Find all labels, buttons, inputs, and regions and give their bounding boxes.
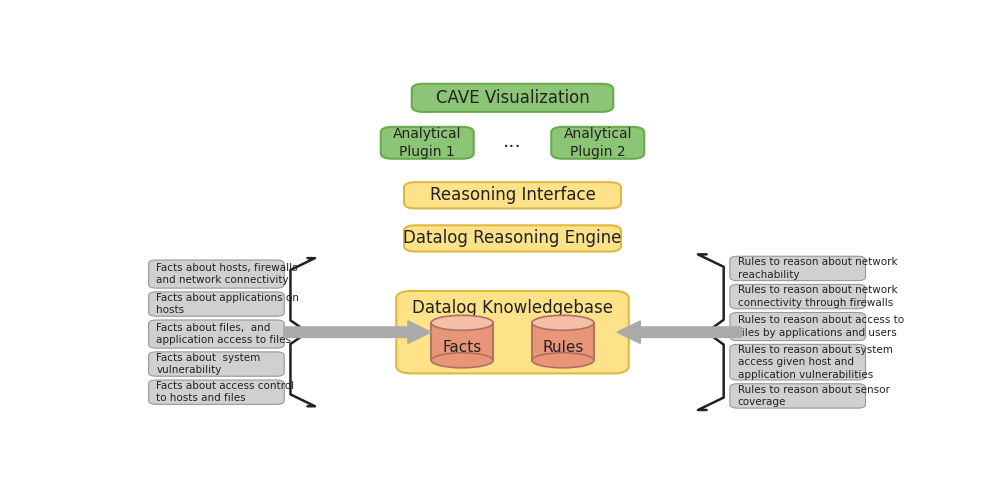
Text: Rules: Rules xyxy=(542,339,584,355)
Ellipse shape xyxy=(431,353,493,368)
FancyBboxPatch shape xyxy=(730,344,866,380)
FancyBboxPatch shape xyxy=(730,256,866,281)
Text: Rules to reason about sensor
coverage: Rules to reason about sensor coverage xyxy=(738,385,890,407)
FancyBboxPatch shape xyxy=(149,380,284,404)
Text: Facts about hosts, firewalls
and network connectivity: Facts about hosts, firewalls and network… xyxy=(156,263,298,285)
FancyBboxPatch shape xyxy=(149,320,284,348)
Text: Datalog Knowledgebase: Datalog Knowledgebase xyxy=(412,299,613,317)
Text: Facts: Facts xyxy=(442,339,482,355)
FancyBboxPatch shape xyxy=(551,127,644,159)
Ellipse shape xyxy=(532,353,594,368)
Text: Facts about files,  and
application access to files: Facts about files, and application acces… xyxy=(156,323,291,345)
FancyBboxPatch shape xyxy=(149,352,284,376)
Text: Rules to reason about network
reachability: Rules to reason about network reachabili… xyxy=(738,257,897,280)
FancyBboxPatch shape xyxy=(730,313,866,340)
Text: Rules to reason about access to
files by applications and users: Rules to reason about access to files by… xyxy=(738,316,904,338)
FancyArrow shape xyxy=(284,321,431,343)
Text: Analytical
Plugin 2: Analytical Plugin 2 xyxy=(564,127,632,159)
FancyBboxPatch shape xyxy=(404,182,621,208)
Text: Facts about applications on
hosts: Facts about applications on hosts xyxy=(156,293,299,315)
FancyBboxPatch shape xyxy=(730,284,866,309)
Text: Rules to reason about network
connectivity through firewalls: Rules to reason about network connectivi… xyxy=(738,285,897,308)
FancyBboxPatch shape xyxy=(404,225,621,252)
Ellipse shape xyxy=(431,315,493,330)
Text: Rules to reason about system
access given host and
application vulnerabilities: Rules to reason about system access give… xyxy=(738,345,893,379)
Text: Facts about access control
to hosts and files: Facts about access control to hosts and … xyxy=(156,381,295,403)
Text: Analytical
Plugin 1: Analytical Plugin 1 xyxy=(393,127,462,159)
FancyBboxPatch shape xyxy=(730,384,866,408)
FancyBboxPatch shape xyxy=(381,127,474,159)
Ellipse shape xyxy=(532,315,594,330)
Bar xyxy=(431,323,493,360)
Text: Datalog Reasoning Engine: Datalog Reasoning Engine xyxy=(403,229,622,247)
FancyBboxPatch shape xyxy=(149,292,284,316)
Text: Facts about  system
vulnerability: Facts about system vulnerability xyxy=(156,353,261,375)
FancyArrow shape xyxy=(617,321,741,343)
Text: CAVE Visualization: CAVE Visualization xyxy=(436,89,589,107)
Bar xyxy=(532,323,594,360)
Text: Reasoning Interface: Reasoning Interface xyxy=(430,187,595,205)
FancyBboxPatch shape xyxy=(412,84,613,112)
FancyBboxPatch shape xyxy=(149,260,284,288)
FancyBboxPatch shape xyxy=(396,291,629,374)
Text: ...: ... xyxy=(503,132,522,151)
